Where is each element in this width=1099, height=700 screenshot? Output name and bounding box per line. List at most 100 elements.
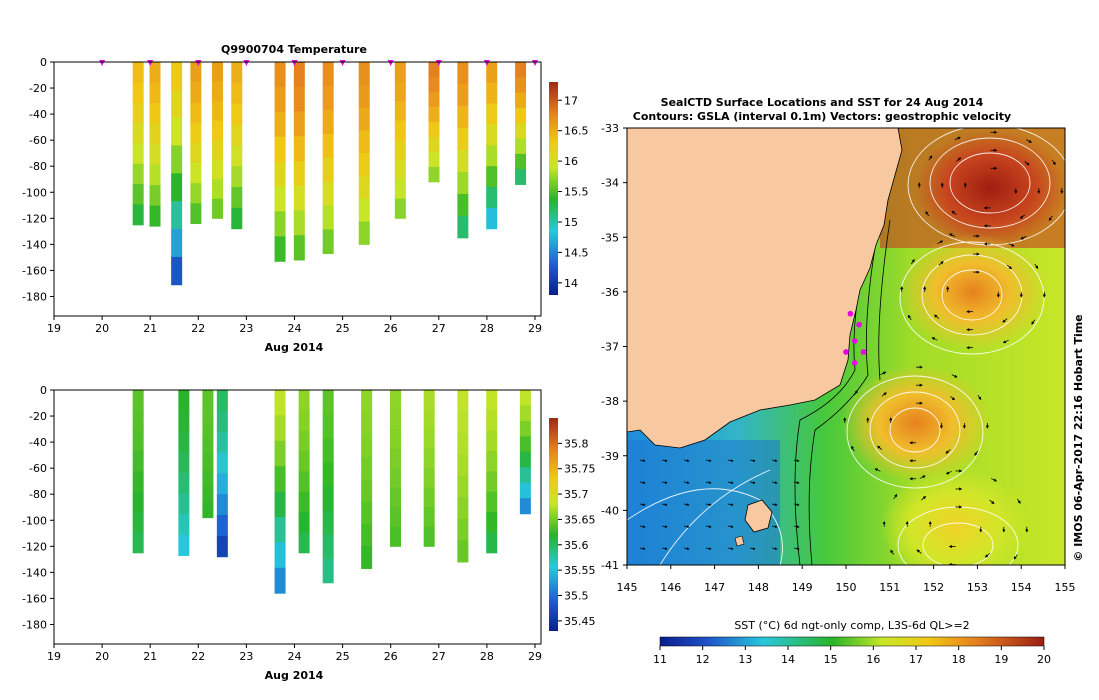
velocity-arrow: [877, 445, 883, 451]
profile-cell: [212, 101, 224, 122]
profile-2: [149, 62, 161, 227]
land-mainland: [627, 128, 903, 449]
profile-cell: [457, 127, 469, 151]
profile-cell: [202, 390, 214, 407]
temperature-colorbar-ticks: 14 14.5 15 15.5 16 16.5 17: [558, 94, 589, 290]
profile-13: [519, 390, 531, 515]
velocity-arrow: [915, 573, 920, 576]
colorbar-tick-label: 15: [564, 216, 578, 229]
velocity-arrow: [771, 503, 778, 506]
velocity-arrow: [749, 459, 756, 462]
velocity-arrow: [989, 499, 995, 505]
profile-cell: [486, 62, 498, 84]
profile-cell: [274, 466, 286, 493]
velocity-arrow: [850, 445, 855, 452]
profile-6: [231, 62, 243, 230]
velocity-arrow: [705, 481, 712, 484]
x-tick-label: 19: [47, 650, 61, 663]
lat-tick-label: -37: [601, 341, 619, 354]
profile-cell: [322, 486, 334, 511]
profile-cell: [132, 123, 144, 144]
y-tick-label: -160: [22, 264, 47, 277]
velocity-arrow: [1013, 554, 1018, 560]
profile-cell: [361, 390, 373, 413]
profile-cell: [428, 151, 440, 168]
velocity-arrow: [727, 459, 734, 462]
profile-cell: [486, 471, 498, 493]
profile-cell: [132, 532, 144, 554]
colorbar-tick-label: 17: [564, 94, 578, 107]
x-tick-label: 19: [47, 322, 61, 335]
profile-cell: [322, 438, 334, 463]
profile-cell: [212, 179, 224, 200]
x-tick-label: 23: [239, 650, 253, 663]
profile-cell: [390, 526, 402, 547]
profile-cell: [519, 405, 531, 422]
profile-cell: [322, 510, 334, 536]
x-tick-label: 20: [95, 650, 109, 663]
profile-cell: [322, 133, 334, 159]
sst-colorbar-tick-label: 17: [909, 653, 923, 666]
profile-cell: [190, 102, 202, 124]
profile-cell: [178, 390, 190, 412]
land-tasmania: [744, 499, 773, 533]
cast-marker: [387, 60, 394, 66]
profile-10: [423, 390, 435, 547]
profile-cell: [132, 390, 144, 411]
sst-colorbar-label: SST (°C) 6d ngt-only comp, L3S-6d QL>=2: [734, 619, 969, 632]
profile-cell: [274, 517, 286, 543]
profile-cell: [274, 491, 286, 518]
profile-cell: [394, 62, 406, 83]
velocity-arrow: [1031, 319, 1036, 325]
velocity-arrow: [793, 547, 800, 550]
profile-cell: [486, 82, 498, 105]
profile-cell: [293, 185, 305, 211]
profile-cell: [358, 153, 370, 177]
profile-cell: [486, 451, 498, 472]
profile-1: [132, 62, 144, 226]
profile-cell: [231, 103, 243, 126]
sst-colorbar-tick-label: 20: [1037, 653, 1051, 666]
velocity-arrow: [948, 233, 956, 237]
velocity-arrow: [683, 481, 690, 484]
velocity-arrow: [1006, 264, 1013, 270]
profile-4: [216, 390, 228, 558]
y-tick-label: -180: [22, 618, 47, 631]
profile-cell: [149, 103, 161, 125]
y-tick-label: -140: [22, 566, 47, 579]
velocity-arrow: [639, 459, 646, 462]
velocity-arrow: [1008, 243, 1015, 247]
velocity-arrow: [683, 459, 690, 462]
profile-cell: [361, 501, 373, 525]
x-tick-label: 27: [432, 650, 446, 663]
y-tick-label: -40: [29, 436, 47, 449]
profile-cell: [486, 390, 498, 411]
colorbar-tick-label: 15.5: [564, 186, 589, 199]
salinity-plot-frame: [53, 389, 542, 645]
profile-cell: [231, 187, 243, 209]
sst-colorbar: [659, 636, 1045, 647]
profile-cell: [322, 390, 334, 415]
colorbar-tick-label: 35.65: [564, 513, 596, 526]
profile-6: [298, 390, 310, 554]
profile-cell: [274, 136, 286, 163]
profile-cell: [202, 453, 214, 471]
temperature-title: Q9900704 Temperature: [221, 43, 367, 56]
sst-colorbar-tick-label: 14: [781, 653, 795, 666]
profile-cell: [457, 518, 469, 541]
profile-cell: [428, 76, 440, 93]
profile-cell: [231, 82, 243, 105]
x-tick-label: 23: [239, 322, 253, 335]
map-longitude-axis: 145 146 147 148 149 150 151 152 153 154 155: [617, 565, 1076, 594]
temperature-x-label: Aug 2014: [265, 341, 324, 354]
profile-cell: [358, 107, 370, 131]
profile-cell: [515, 153, 527, 170]
x-tick-label: 21: [143, 650, 157, 663]
temperature-section-panel: Q9900704 Temperature 0 -20 -40 -60 -80 -100 -1…: [22, 43, 588, 354]
profile-cell: [515, 138, 527, 155]
profile-cell: [216, 515, 228, 537]
velocity-arrow: [793, 525, 800, 528]
profile-cell: [132, 410, 144, 432]
profile-15: [515, 62, 527, 185]
velocity-arrow: [639, 547, 646, 550]
